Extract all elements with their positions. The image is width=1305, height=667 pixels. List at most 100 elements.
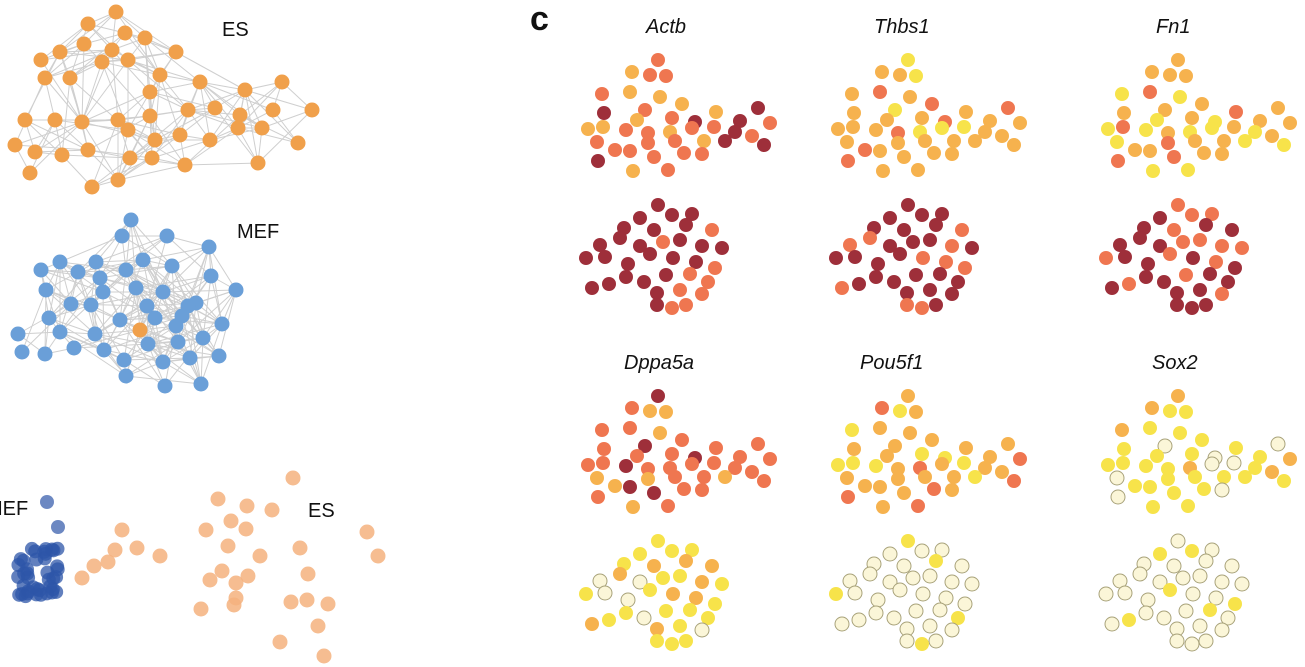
es-expression-point [1173, 90, 1187, 104]
es-expression-point [1227, 120, 1241, 134]
network-edge [175, 51, 246, 91]
mef-expression-point [933, 267, 947, 281]
mef-expression-point [1215, 239, 1229, 253]
es-expression-point [901, 53, 915, 67]
mef-expression-point [651, 198, 665, 212]
network-node [117, 25, 133, 41]
network-edge [200, 337, 204, 385]
es-expression-point [968, 470, 982, 484]
es-expression-point [1117, 106, 1131, 120]
network-node [114, 228, 130, 244]
es-expression-point [841, 490, 855, 504]
es-expression-point [1167, 486, 1181, 500]
es-expression-point [846, 456, 860, 470]
es-expression-point [873, 144, 887, 158]
network-edge [59, 331, 125, 361]
es-expression-point [1143, 85, 1157, 99]
es-expression-point [1214, 482, 1230, 498]
mef-expression-point [958, 261, 972, 275]
mef-expression-point [689, 255, 703, 269]
mef-network-label: MEF [237, 221, 279, 243]
network-edge [24, 119, 89, 151]
es-expression-point [1111, 154, 1125, 168]
mef-expression-point [1186, 251, 1200, 265]
es-expression-point [1197, 482, 1211, 496]
es-expression-point [595, 423, 609, 437]
network-edge [202, 289, 237, 339]
es-expression-point [847, 442, 861, 456]
network-edge [14, 77, 46, 146]
mef-expression-point [656, 235, 670, 249]
es-expression-point [1277, 474, 1291, 488]
es-expression-point [728, 125, 742, 139]
network-node [104, 42, 120, 58]
mef-expression-point [829, 587, 843, 601]
es-expression-point [1226, 455, 1242, 471]
es-expression-point [1115, 423, 1129, 437]
es-expression-point [915, 111, 929, 125]
mef-expression-point [1176, 235, 1190, 249]
es-expression-point [1161, 136, 1175, 150]
network-edge [151, 139, 211, 159]
network-node [74, 114, 90, 130]
network-node [211, 348, 227, 364]
es-expression-point [947, 134, 961, 148]
es-expression-point [1161, 126, 1175, 140]
network-node [76, 36, 92, 52]
es-expression-point [675, 433, 689, 447]
network-edge [59, 277, 101, 333]
mef-expression-point [650, 286, 664, 300]
network-edge [21, 303, 72, 353]
es-expression-point [665, 111, 679, 125]
es-expression-point [757, 474, 771, 488]
mef-expression-point [695, 575, 709, 589]
es-expression-point [630, 449, 644, 463]
network-node [168, 44, 184, 60]
mef-expression-point [951, 275, 965, 289]
network-edge [125, 329, 141, 377]
es-expression-point [891, 136, 905, 150]
es-expression-point [1161, 462, 1175, 476]
mef-expression-point [650, 298, 664, 312]
mef-expression-point [1153, 211, 1167, 225]
network-node [214, 316, 230, 332]
mef-expression-point [1224, 558, 1240, 574]
es-expression-point [1181, 499, 1195, 513]
es-expression-point [893, 68, 907, 82]
network-node [147, 310, 163, 326]
es-expression-point [1001, 101, 1015, 115]
es-expression-point [918, 470, 932, 484]
network-edge [237, 127, 299, 144]
network-node [304, 102, 320, 118]
mef-expression-point [701, 275, 715, 289]
mef-expression-point [695, 287, 709, 301]
mef-expression-point [923, 233, 937, 247]
es-expression-point [597, 106, 611, 120]
network-edge [149, 91, 216, 109]
network-node [41, 310, 57, 326]
network-node [135, 252, 151, 268]
network-node [139, 298, 155, 314]
mef-expression-point [932, 602, 948, 618]
es-expression-point [707, 120, 721, 134]
mef-expression-point [843, 238, 857, 252]
network-edge [184, 162, 259, 166]
es-expression-point [858, 143, 872, 157]
mef-expression-point [1099, 251, 1113, 265]
es-cell-point [193, 601, 209, 617]
es-expression-point [1185, 111, 1199, 125]
mef-expression-point [882, 546, 898, 562]
mef-expression-point [1139, 270, 1153, 284]
es-expression-point [903, 90, 917, 104]
es-cell-point [310, 618, 326, 634]
mef-expression-point [893, 247, 907, 261]
network-node [237, 82, 253, 98]
network-node [155, 354, 171, 370]
mef-expression-point [633, 547, 647, 561]
es-expression-point [1248, 461, 1262, 475]
es-expression-point [891, 126, 905, 140]
network-edge [48, 317, 96, 335]
network-edge [125, 235, 168, 271]
es-expression-point [685, 121, 699, 135]
mef-expression-point [1205, 207, 1219, 221]
